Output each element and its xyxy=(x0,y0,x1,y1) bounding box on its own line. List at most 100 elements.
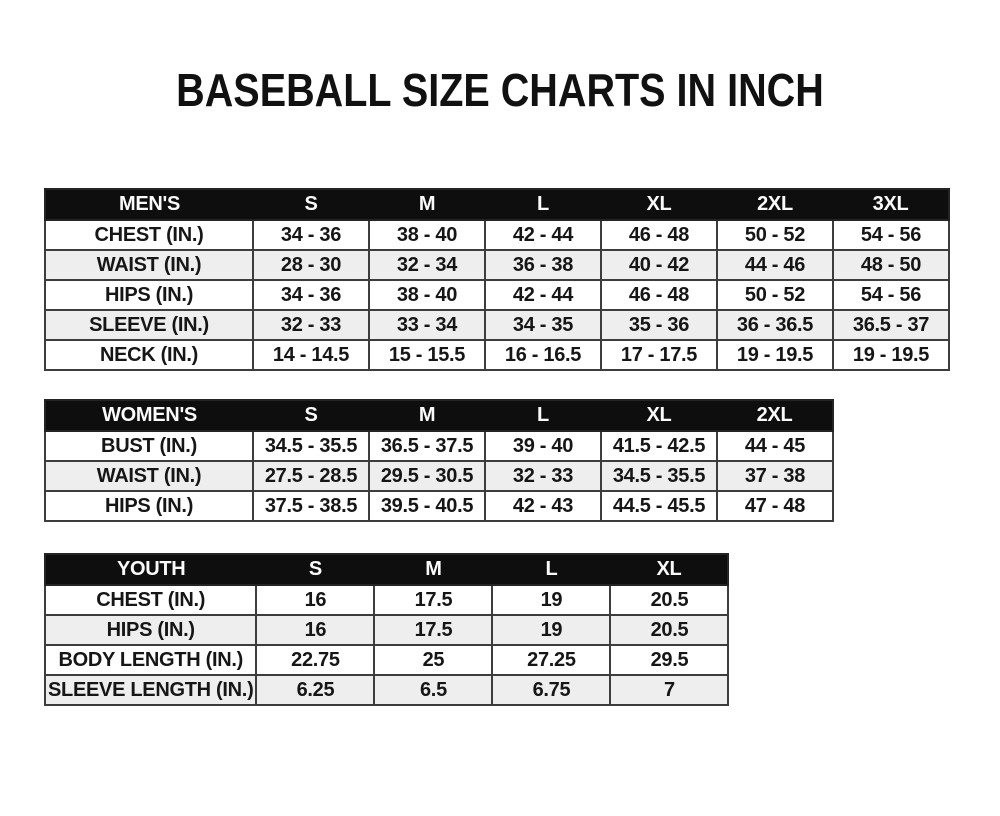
size-value: 19 - 19.5 xyxy=(716,339,834,371)
size-value: 48 - 50 xyxy=(832,249,950,281)
size-column-header: 2XL xyxy=(717,400,833,432)
table-title: WOMEN'S xyxy=(45,400,253,432)
size-value: 16 xyxy=(255,614,376,646)
table-row: WAIST (IN.) 27.5 - 28.5 29.5 - 30.5 32 - 33… xyxy=(44,460,834,492)
table-row: CHEST (IN.) 16 17.5 19 20.5 xyxy=(43,584,730,616)
size-value: 37.5 - 38.5 xyxy=(252,490,370,522)
size-value: 19 xyxy=(491,614,612,646)
womens-size-table: WOMEN'S S M L XL 2XL BUST (IN.) 34.5 - 35.5 36.5… xyxy=(44,399,834,522)
size-value: 15 - 15.5 xyxy=(368,339,486,371)
size-value: 42 - 44 xyxy=(484,219,602,251)
size-value: 39.5 - 40.5 xyxy=(368,490,486,522)
size-value: 47 - 48 xyxy=(716,490,834,522)
size-value: 16 - 16.5 xyxy=(484,339,602,371)
size-column-header: XL xyxy=(601,189,717,221)
table-row: HIPS (IN.) 37.5 - 38.5 39.5 - 40.5 42 - 43 4… xyxy=(44,490,834,522)
size-value: 34.5 - 35.5 xyxy=(600,460,718,492)
size-value: 38 - 40 xyxy=(368,279,486,311)
size-value: 46 - 48 xyxy=(600,279,718,311)
size-value: 40 - 42 xyxy=(600,249,718,281)
size-column-header: M xyxy=(369,189,485,221)
size-column-header: L xyxy=(485,189,601,221)
size-value: 34 - 36 xyxy=(252,279,370,311)
size-value: 46 - 48 xyxy=(600,219,718,251)
size-value: 38 - 40 xyxy=(368,219,486,251)
size-value: 36.5 - 37.5 xyxy=(368,430,486,462)
size-column-header: XL xyxy=(601,400,717,432)
row-label: BODY LENGTH (IN.) xyxy=(43,644,258,676)
size-column-header: S xyxy=(253,189,369,221)
size-value: 19 - 19.5 xyxy=(832,339,950,371)
mens-size-table: MEN'S S M L XL 2XL 3XL CHEST (IN.) 34 - 36 38 - 4… xyxy=(44,188,950,371)
size-column-header: M xyxy=(374,554,493,586)
size-value: 27.5 - 28.5 xyxy=(252,460,370,492)
size-value: 34 - 36 xyxy=(252,219,370,251)
youth-header-row: YOUTH S M L XL xyxy=(45,554,729,586)
size-value: 29.5 xyxy=(609,644,730,676)
size-value: 22.75 xyxy=(255,644,376,676)
size-column-header: S xyxy=(256,554,375,586)
size-value: 50 - 52 xyxy=(716,279,834,311)
size-value: 17 - 17.5 xyxy=(600,339,718,371)
size-value: 25 xyxy=(373,644,494,676)
size-value: 6.5 xyxy=(373,674,494,706)
size-value: 37 - 38 xyxy=(716,460,834,492)
row-label: WAIST (IN.) xyxy=(44,460,254,492)
size-value: 34 - 35 xyxy=(484,309,602,341)
row-label: CHEST (IN.) xyxy=(44,219,254,251)
size-value: 6.25 xyxy=(255,674,376,706)
row-label: NECK (IN.) xyxy=(44,339,254,371)
youth-table-section: YOUTH S M L XL CHEST (IN.) 16 17.5 19 20.5 HIPS (I… xyxy=(43,553,1000,706)
size-value: 19 xyxy=(491,584,612,616)
table-row: WAIST (IN.) 28 - 30 32 - 34 36 - 38 40 - 42 4… xyxy=(44,249,950,281)
table-row: CHEST (IN.) 34 - 36 38 - 40 42 - 44 46 - 48 5… xyxy=(44,219,950,251)
table-row: SLEEVE LENGTH (IN.) 6.25 6.5 6.75 7 xyxy=(43,674,730,706)
size-value: 44.5 - 45.5 xyxy=(600,490,718,522)
row-label: CHEST (IN.) xyxy=(43,584,258,616)
size-value: 27.25 xyxy=(491,644,612,676)
size-value: 14 - 14.5 xyxy=(252,339,370,371)
size-value: 54 - 56 xyxy=(832,219,950,251)
row-label: BUST (IN.) xyxy=(44,430,254,462)
size-value: 32 - 33 xyxy=(252,309,370,341)
youth-size-table: YOUTH S M L XL CHEST (IN.) 16 17.5 19 20.5 HIPS (I… xyxy=(43,553,730,706)
size-value: 36.5 - 37 xyxy=(832,309,950,341)
size-column-header: 2XL xyxy=(717,189,833,221)
row-label: HIPS (IN.) xyxy=(43,614,258,646)
size-column-header: S xyxy=(253,400,369,432)
size-value: 32 - 34 xyxy=(368,249,486,281)
size-value: 34.5 - 35.5 xyxy=(252,430,370,462)
size-value: 17.5 xyxy=(373,584,494,616)
mens-header-row: MEN'S S M L XL 2XL 3XL xyxy=(45,189,949,221)
size-column-header: XL xyxy=(610,554,729,586)
size-value: 35 - 36 xyxy=(600,309,718,341)
size-value: 29.5 - 30.5 xyxy=(368,460,486,492)
size-value: 28 - 30 xyxy=(252,249,370,281)
table-row: BODY LENGTH (IN.) 22.75 25 27.25 29.5 xyxy=(43,644,730,676)
row-label: SLEEVE (IN.) xyxy=(44,309,254,341)
row-label: WAIST (IN.) xyxy=(44,249,254,281)
size-value: 44 - 46 xyxy=(716,249,834,281)
size-column-header: M xyxy=(369,400,485,432)
table-row: BUST (IN.) 34.5 - 35.5 36.5 - 37.5 39 - 40 4… xyxy=(44,430,834,462)
size-value: 50 - 52 xyxy=(716,219,834,251)
size-value: 32 - 33 xyxy=(484,460,602,492)
mens-table-section: MEN'S S M L XL 2XL 3XL CHEST (IN.) 34 - 36 38 - 4… xyxy=(44,188,1000,371)
size-value: 6.75 xyxy=(491,674,612,706)
table-row: SLEEVE (IN.) 32 - 33 33 - 34 34 - 35 35 - 36… xyxy=(44,309,950,341)
size-value: 42 - 44 xyxy=(484,279,602,311)
womens-header-row: WOMEN'S S M L XL 2XL xyxy=(45,400,833,432)
size-value: 20.5 xyxy=(609,614,730,646)
row-label: HIPS (IN.) xyxy=(44,490,254,522)
size-value: 41.5 - 42.5 xyxy=(600,430,718,462)
womens-table-section: WOMEN'S S M L XL 2XL BUST (IN.) 34.5 - 35.5 36.5… xyxy=(44,399,1000,522)
size-value: 7 xyxy=(609,674,730,706)
table-row: HIPS (IN.) 34 - 36 38 - 40 42 - 44 46 - 48 50… xyxy=(44,279,950,311)
table-title: MEN'S xyxy=(45,189,253,221)
size-value: 16 xyxy=(255,584,376,616)
table-row: HIPS (IN.) 16 17.5 19 20.5 xyxy=(43,614,730,646)
size-value: 17.5 xyxy=(373,614,494,646)
size-value: 33 - 34 xyxy=(368,309,486,341)
table-title: YOUTH xyxy=(45,554,257,586)
row-label: HIPS (IN.) xyxy=(44,279,254,311)
